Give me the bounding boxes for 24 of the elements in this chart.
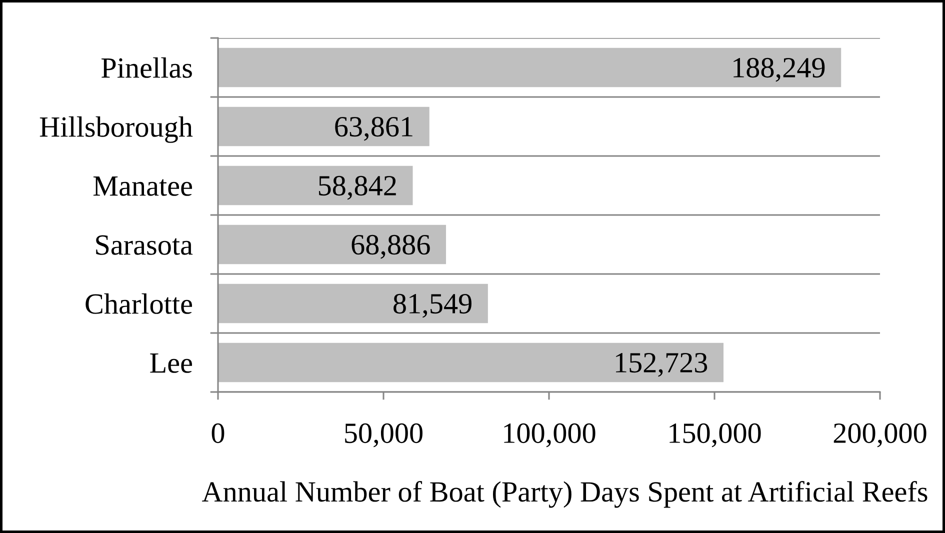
bar: [218, 284, 488, 324]
bar: [218, 48, 842, 88]
y-tick-label: Manatee: [93, 176, 192, 196]
y-tick-label: Charlotte: [86, 293, 192, 314]
x-tick-label: 100,000: [504, 423, 596, 448]
x-tick-label: 50,000: [345, 423, 422, 448]
data-label: 81,549: [394, 294, 472, 318]
bar: [218, 224, 446, 264]
y-tick-label: Sarasota: [96, 235, 193, 255]
bar: [218, 106, 430, 146]
x-tick-label: 0: [212, 423, 224, 444]
data-label: 58,842: [318, 176, 396, 200]
data-label: 68,886: [352, 234, 430, 259]
data-label: 152,723: [616, 352, 708, 377]
y-tick-label: Hillsborough: [40, 116, 193, 143]
x-tick-label: 150,000: [670, 423, 761, 448]
y-tick-label: Pinellas: [101, 57, 192, 78]
y-tick-label: Lee: [150, 354, 192, 373]
data-label: 188,249: [734, 58, 825, 82]
bar: [218, 166, 413, 206]
x-axis-title: Annual Number of Boat (Party) Days Spent at Artificial Reefs: [202, 480, 928, 508]
bar: [218, 342, 724, 382]
x-tick-label: 200,000: [834, 423, 926, 448]
data-label: 63,861: [335, 116, 412, 141]
